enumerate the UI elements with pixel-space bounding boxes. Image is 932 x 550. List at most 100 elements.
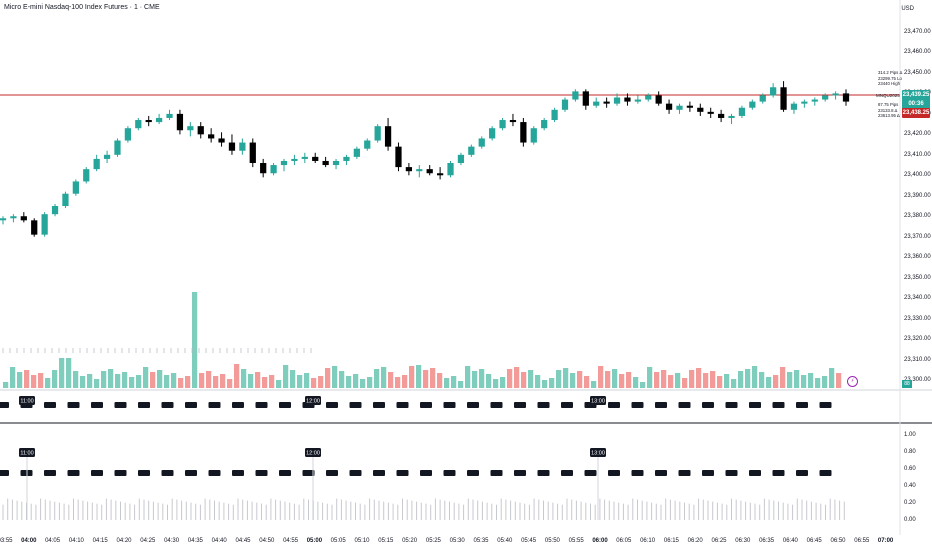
volume-bar — [297, 375, 303, 388]
volume-bar — [374, 369, 380, 388]
session-badge — [514, 470, 526, 476]
volume-bar — [409, 366, 415, 388]
currency-label[interactable]: USD — [901, 6, 914, 12]
candle-body — [20, 216, 27, 221]
session-badge — [396, 402, 409, 408]
volume-bar — [346, 376, 352, 388]
session-badge — [208, 470, 221, 476]
volume-bar — [234, 364, 240, 388]
time-tick-label: 05:30 — [449, 538, 465, 544]
volume-bar — [276, 380, 282, 388]
candle-body — [551, 109, 558, 121]
volume-bar — [185, 376, 191, 388]
time-tick-label: 04:00 — [21, 538, 37, 544]
hour-badge-label: 11:00 — [20, 451, 33, 457]
price-tick-label: 23,400.00 — [904, 172, 931, 179]
volume-bar — [178, 378, 184, 388]
candle-body — [322, 160, 329, 166]
time-tick-label: 04:35 — [187, 538, 203, 544]
time-tick-label: 06:55 — [854, 538, 870, 544]
volume-bar — [549, 378, 555, 388]
volume-bar — [80, 376, 86, 388]
time-tick-label: 05:45 — [521, 538, 537, 544]
session-badge — [208, 402, 221, 408]
volume-bar — [556, 370, 562, 388]
session-badge — [725, 402, 738, 408]
candle-body — [790, 103, 798, 110]
volume-bar — [108, 369, 114, 388]
session-badge — [608, 470, 620, 476]
session-badge — [796, 402, 808, 408]
volume-bar — [458, 381, 464, 388]
time-tick-label: 06:30 — [735, 538, 751, 544]
session-badge — [44, 470, 56, 476]
volume-bar — [703, 373, 709, 388]
candle-body — [697, 107, 704, 112]
time-tick-label: 05:10 — [354, 538, 370, 544]
price-tick-label: 23,320.00 — [904, 336, 931, 343]
volume-bar — [164, 375, 170, 388]
session-badge — [443, 402, 456, 408]
volume-bar — [570, 373, 576, 388]
session-badge — [819, 470, 832, 476]
candle-body — [41, 214, 48, 235]
candle-body — [239, 142, 246, 151]
session-badge — [796, 470, 808, 476]
session-badge — [326, 402, 338, 408]
candle-body — [228, 142, 236, 151]
candle-body — [72, 181, 79, 194]
hour-badge — [305, 448, 321, 457]
oscillator-axis[interactable]: 1.00 0.80 0.60 0.40 0.20 0.00 — [900, 425, 932, 535]
hour-badge — [590, 448, 606, 457]
volume-bar — [94, 379, 100, 388]
candle-body — [822, 95, 829, 100]
volume-bar — [661, 370, 667, 388]
candle-body — [332, 160, 340, 166]
candle-body — [353, 148, 360, 157]
volume-series — [2, 292, 842, 388]
candle-body — [280, 160, 288, 166]
candle-body — [384, 126, 392, 147]
volume-bar — [563, 368, 569, 388]
info-line: 314.2 Pips Δ — [878, 70, 903, 75]
session-badge — [67, 402, 80, 408]
session-badge — [490, 402, 503, 408]
volume-bar — [206, 371, 212, 388]
volume-bar — [255, 372, 261, 388]
session-badge — [443, 470, 456, 476]
volume-bar — [213, 376, 219, 388]
time-tick-label: 07:00 — [877, 538, 894, 544]
volume-bar — [836, 373, 842, 388]
hour-badge — [19, 448, 35, 457]
osc-tick-label: 1.00 — [904, 432, 916, 438]
volume-bar — [479, 369, 485, 388]
session-badge — [326, 470, 338, 476]
time-tick-label: 04:10 — [68, 538, 84, 544]
candle-body — [686, 105, 694, 108]
candle-body — [166, 113, 173, 118]
time-tick-label: 04:40 — [211, 538, 227, 544]
volume-bar — [45, 378, 51, 388]
candle-body — [541, 120, 548, 129]
volume-bar — [17, 372, 23, 388]
volume-bar — [73, 371, 79, 388]
lightning-alert-icon[interactable]: ⚡ — [847, 376, 858, 387]
price-tick-label: 23,300.00 — [904, 377, 931, 383]
info-line: 23299.75 Lo — [878, 75, 902, 81]
session-badge — [279, 470, 291, 476]
volume-bar — [3, 382, 9, 388]
volume-bar — [66, 358, 72, 388]
time-axis[interactable]: 03:55 04:00 04:05 04:10 04:15 04:20 04:25 04:30… — [0, 535, 900, 550]
session-badge — [161, 402, 174, 408]
volume-bar — [416, 365, 422, 388]
volume-bar — [612, 369, 618, 388]
volume-bar — [514, 367, 520, 388]
time-tick-label: 05:00 — [306, 538, 323, 544]
chart-title[interactable]: Micro E-mini Nasdaq-100 Index Futures · … — [4, 4, 160, 11]
candle-body — [155, 117, 163, 123]
price-axis[interactable]: 23,470.0023,460.0023,450.0023,440.0023,4… — [900, 0, 932, 390]
candle-body — [93, 158, 100, 170]
volume-bar — [24, 370, 30, 388]
volume-bar — [122, 372, 128, 388]
